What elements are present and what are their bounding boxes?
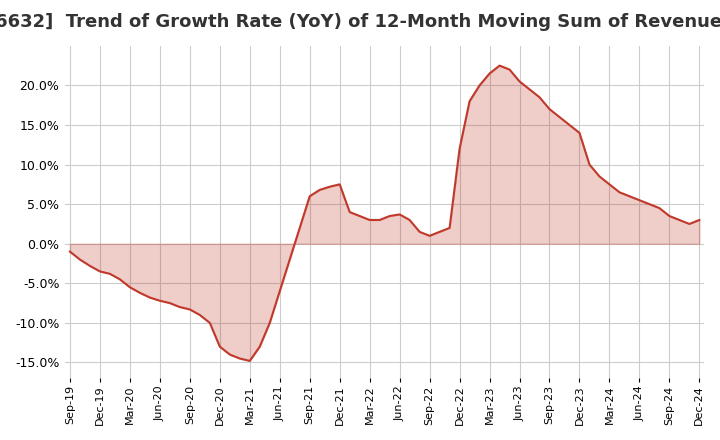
Text: [6632]  Trend of Growth Rate (YoY) of 12-Month Moving Sum of Revenues: [6632] Trend of Growth Rate (YoY) of 12-… [0,13,720,31]
